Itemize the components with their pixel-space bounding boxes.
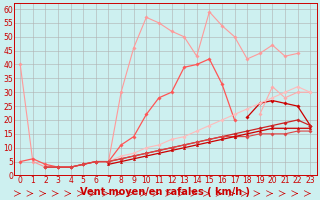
X-axis label: Vent moyen/en rafales ( km/h ): Vent moyen/en rafales ( km/h ): [80, 187, 250, 197]
